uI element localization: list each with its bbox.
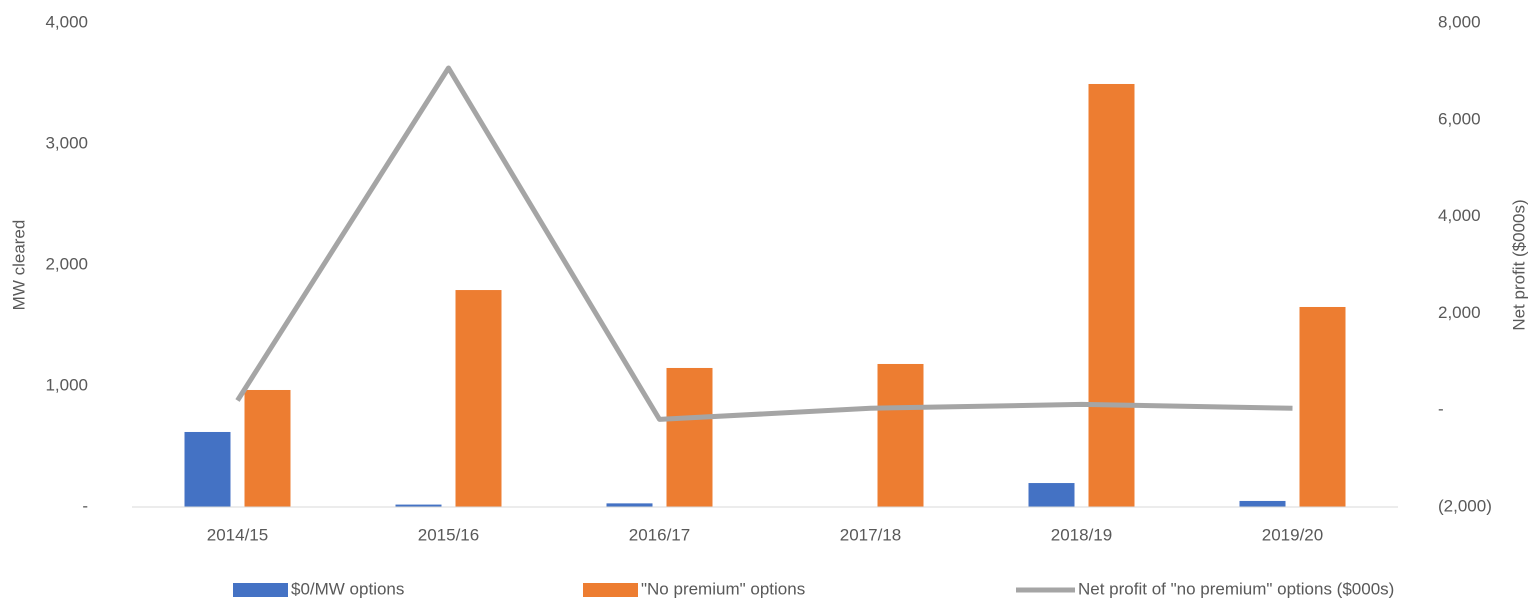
y2-tick-label: 2,000 (1438, 303, 1481, 322)
bar (184, 431, 231, 507)
x-tick-label: 2014/15 (207, 525, 268, 544)
y2-tick-label: 4,000 (1438, 206, 1481, 225)
legend-label: "No premium" options (641, 579, 805, 598)
x-tick-label: 2015/16 (418, 525, 479, 544)
y-tick-label: 4,000 (45, 12, 88, 31)
line-series (235, 65, 1293, 422)
bar (244, 389, 291, 507)
bar (1239, 500, 1286, 507)
legend-label: $0/MW options (291, 579, 404, 598)
y2-tick-label: (2,000) (1438, 496, 1492, 515)
bar (1299, 306, 1346, 507)
y-tick-label: 2,000 (45, 254, 88, 273)
y2-tick-label: 6,000 (1438, 109, 1481, 128)
legend-swatch (233, 583, 288, 597)
legend-swatch (583, 583, 638, 597)
x-tick-label: 2017/18 (840, 525, 901, 544)
x-tick-label: 2019/20 (1262, 525, 1323, 544)
y-axis-title: MW cleared (9, 220, 28, 311)
bar (666, 367, 713, 507)
y2-tick-label: - (1438, 400, 1444, 419)
bar (395, 504, 442, 507)
legend-label: Net profit of "no premium" options ($000… (1078, 579, 1394, 598)
y2-axis-title: Net profit ($000s) (1509, 199, 1528, 330)
x-tick-label: 2016/17 (629, 525, 690, 544)
y-tick-label: 1,000 (45, 375, 88, 394)
bar (606, 503, 653, 507)
bar (877, 363, 924, 507)
bar (1088, 83, 1135, 507)
y2-tick-label: 8,000 (1438, 12, 1481, 31)
y-tick-label: 3,000 (45, 133, 88, 152)
bar (455, 290, 502, 507)
y-tick-label: - (82, 496, 88, 515)
bar (1028, 483, 1075, 507)
x-tick-label: 2018/19 (1051, 525, 1112, 544)
